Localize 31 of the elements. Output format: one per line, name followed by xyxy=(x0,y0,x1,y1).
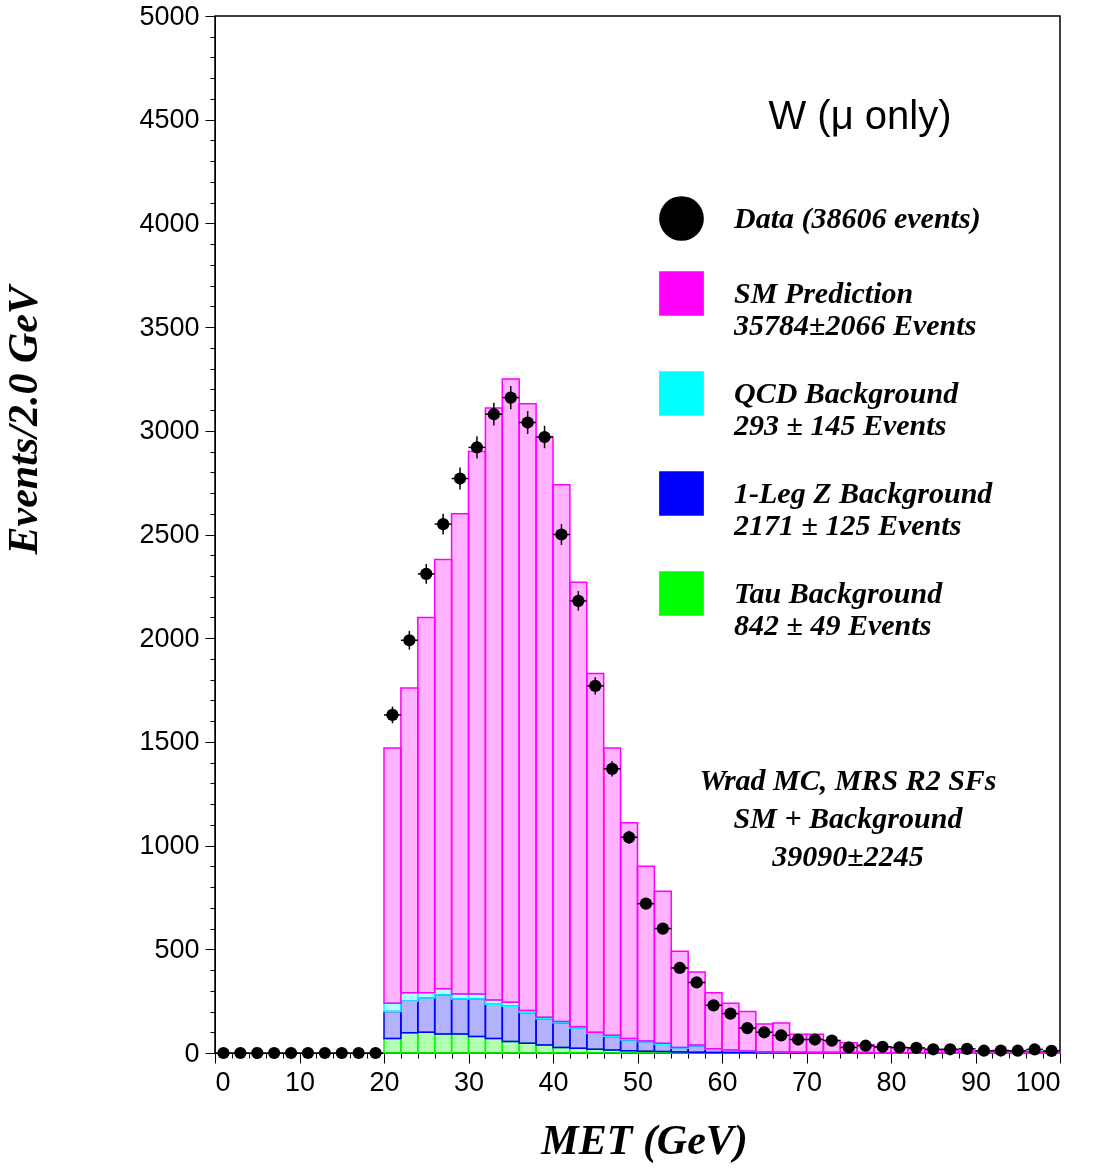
y-tick-label: 4500 xyxy=(139,104,200,135)
legend-label: SM Prediction 35784±2066 Events xyxy=(733,275,977,341)
x-tick-label: 70 xyxy=(791,1066,823,1097)
legend-label: 1-Leg Z Background 2171 ± 125 Events xyxy=(733,475,994,541)
x-tick-label: 10 xyxy=(284,1066,316,1097)
x-tick-label: 50 xyxy=(622,1066,654,1097)
legend-label: Tau Background 842 ± 49 Events xyxy=(734,575,944,641)
x-axis-title: MET (GeV) xyxy=(540,1116,748,1164)
y-tick-label: 2500 xyxy=(139,519,200,549)
y-tick-label: 4000 xyxy=(139,207,200,238)
y-tick-label: 1000 xyxy=(139,830,200,861)
x-tick-label: 40 xyxy=(538,1066,569,1097)
x-tick-label: 30 xyxy=(453,1066,485,1097)
y-tick-label: 1500 xyxy=(139,726,200,757)
x-tick-label: 90 xyxy=(960,1066,992,1097)
y-tick-label: 3500 xyxy=(139,311,200,342)
y-tick-label: 5000 xyxy=(139,0,200,31)
annotation: Wrad MC, MRS R2 SFs SM + Background 39090±2245 xyxy=(699,763,997,872)
legend-label: Data (38606 events) xyxy=(733,200,981,235)
x-tick-label: 20 xyxy=(369,1066,400,1097)
y-tick-label: 2000 xyxy=(139,622,200,653)
y-tick-label: 3000 xyxy=(139,415,200,446)
annotation: W (μ only) xyxy=(768,93,952,137)
x-tick-label: 80 xyxy=(876,1066,907,1097)
x-tick-label: 100 xyxy=(1015,1066,1061,1097)
y-axis-title: Events/2.0 GeV xyxy=(0,283,46,556)
y-tick-label: 0 xyxy=(184,1037,200,1068)
x-tick-label: 0 xyxy=(215,1066,231,1097)
legend-label: QCD Background 293 ± 145 Events xyxy=(733,375,960,441)
y-tick-label: 500 xyxy=(154,933,200,964)
x-tick-label: 60 xyxy=(707,1066,738,1097)
